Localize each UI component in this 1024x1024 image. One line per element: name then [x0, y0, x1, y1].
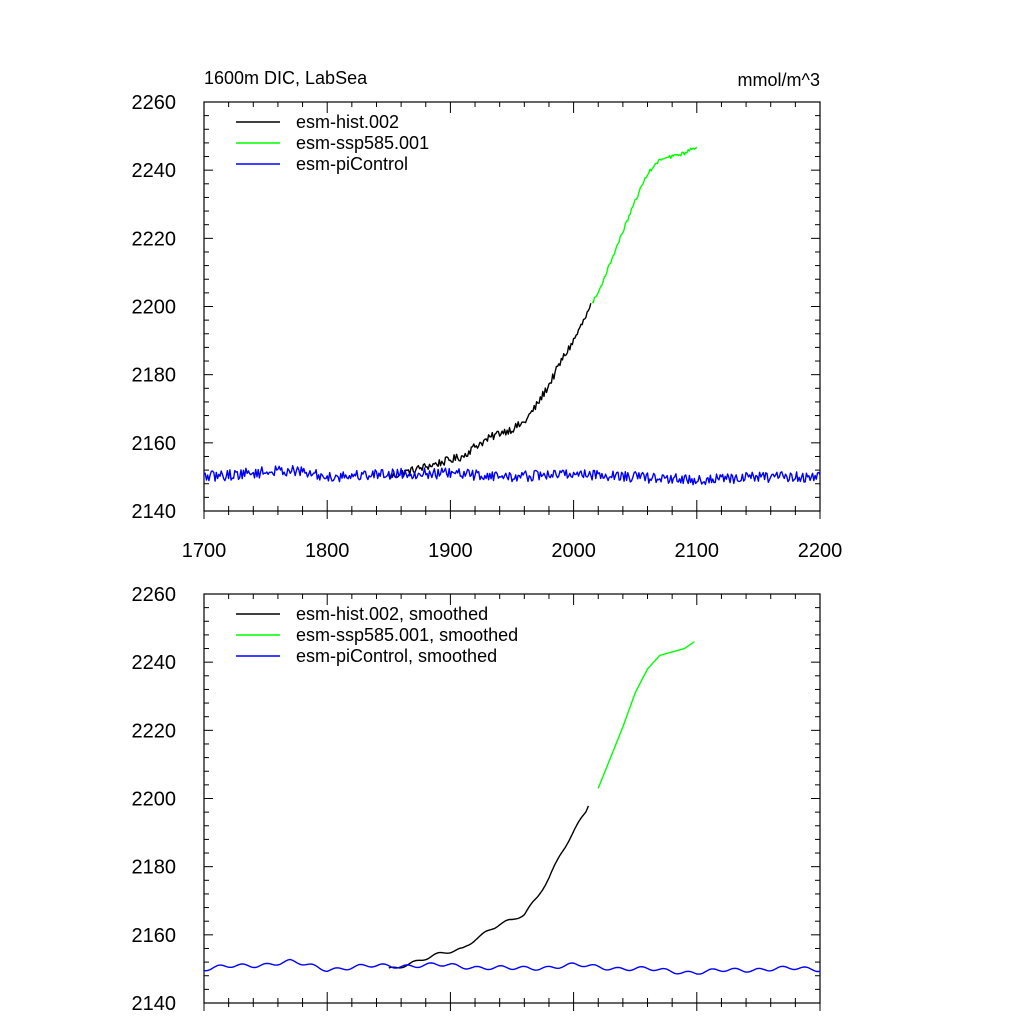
x-tick-label: 1800 — [305, 540, 350, 562]
y-tick-label: 2140 — [132, 501, 177, 523]
units-label: mmol/m^3 — [738, 70, 820, 90]
legend-label: esm-hist.002 — [296, 112, 399, 132]
y-tick-label: 2260 — [132, 92, 177, 114]
y-tick-label: 2160 — [132, 925, 177, 947]
x-tick-label: 2000 — [551, 540, 596, 562]
y-tick-label: 2220 — [132, 720, 177, 742]
y-tick-label: 2260 — [132, 584, 177, 606]
y-tick-label: 2180 — [132, 857, 177, 879]
x-tick-label: 1900 — [428, 540, 473, 562]
x-tick-label: 2100 — [675, 540, 720, 562]
y-tick-label: 2160 — [132, 433, 177, 455]
y-tick-label: 2200 — [132, 789, 177, 811]
y-tick-label: 2240 — [132, 160, 177, 182]
y-tick-label: 2180 — [132, 365, 177, 387]
series-line-1 — [388, 303, 592, 480]
y-tick-label: 2220 — [132, 228, 177, 250]
top-panel: 2140 2160 2180 2200 2220 2240 2260 1700 1800 1900… — [132, 92, 843, 562]
legend-label: esm-piControl, smoothed — [296, 646, 497, 666]
series-line-2 — [597, 641, 695, 789]
series-line-2 — [591, 146, 698, 304]
series-line-1 — [388, 805, 590, 969]
x-tick-label: 1700 — [182, 540, 227, 562]
legend-label: esm-hist.002, smoothed — [296, 604, 488, 624]
bottom-panel: 2140 2160 2180 2200 2220 2240 2260 esm-hist.002… — [132, 584, 821, 1015]
y-tick-label: 2200 — [132, 297, 177, 319]
y-tick-label: 2240 — [132, 652, 177, 674]
y-tick-label: 2140 — [132, 993, 177, 1015]
legend-label: esm-piControl — [296, 154, 408, 174]
figure-title: 1600m DIC, LabSea — [204, 68, 368, 88]
x-tick-label: 2200 — [798, 540, 843, 562]
series-line-3 — [203, 465, 821, 486]
series-line-3 — [203, 958, 821, 975]
legend-label: esm-ssp585.001 — [296, 133, 429, 153]
legend-label: esm-ssp585.001, smoothed — [296, 625, 518, 645]
